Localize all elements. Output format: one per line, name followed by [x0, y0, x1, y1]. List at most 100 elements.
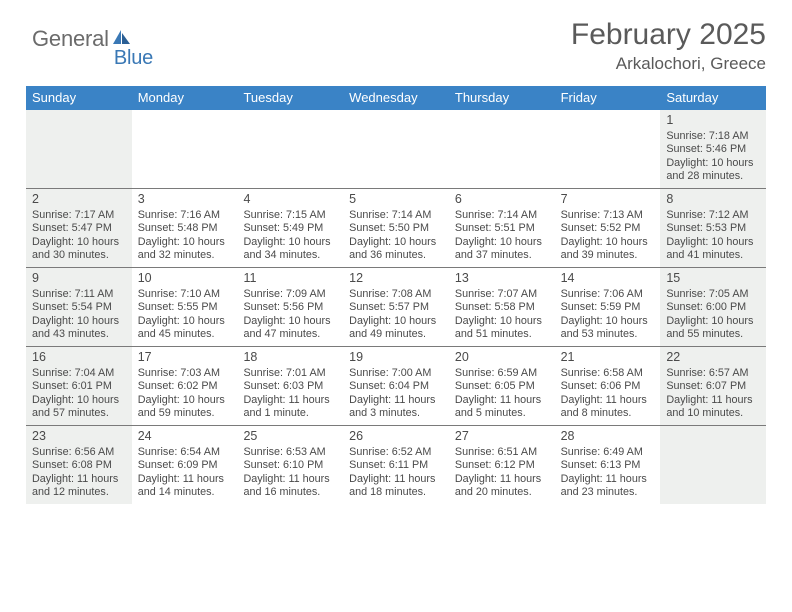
- sunrise-text: Sunrise: 6:56 AM: [32, 446, 128, 459]
- weeks-container: 1Sunrise: 7:18 AMSunset: 5:46 PMDaylight…: [26, 110, 766, 504]
- logo-text-blue: Blue: [114, 47, 153, 70]
- daylight1-text: Daylight: 10 hours: [349, 236, 445, 249]
- sunrise-text: Sunrise: 7:11 AM: [32, 288, 128, 301]
- sunset-text: Sunset: 5:49 PM: [243, 222, 339, 235]
- sunrise-text: Sunrise: 6:54 AM: [138, 446, 234, 459]
- calendar-cell: 11Sunrise: 7:09 AMSunset: 5:56 PMDayligh…: [237, 268, 343, 346]
- calendar-cell: 2Sunrise: 7:17 AMSunset: 5:47 PMDaylight…: [26, 189, 132, 267]
- logo: General Blue: [32, 26, 171, 52]
- sunset-text: Sunset: 5:48 PM: [138, 222, 234, 235]
- daylight2-text: and 8 minutes.: [561, 407, 657, 420]
- logo-text-general: General: [32, 26, 109, 52]
- sunrise-text: Sunrise: 7:14 AM: [455, 209, 551, 222]
- sunrise-text: Sunrise: 7:03 AM: [138, 367, 234, 380]
- daylight2-text: and 37 minutes.: [455, 249, 551, 262]
- day-number: 18: [243, 350, 339, 366]
- sunset-text: Sunset: 6:08 PM: [32, 459, 128, 472]
- calendar-cell: 26Sunrise: 6:52 AMSunset: 6:11 PMDayligh…: [343, 426, 449, 504]
- daylight2-text: and 5 minutes.: [455, 407, 551, 420]
- sunrise-text: Sunrise: 7:09 AM: [243, 288, 339, 301]
- day-number: 27: [455, 429, 551, 445]
- day-number: 14: [561, 271, 657, 287]
- week-row: 2Sunrise: 7:17 AMSunset: 5:47 PMDaylight…: [26, 188, 766, 267]
- calendar-cell: 6Sunrise: 7:14 AMSunset: 5:51 PMDaylight…: [449, 189, 555, 267]
- day-number: 13: [455, 271, 551, 287]
- sunset-text: Sunset: 5:55 PM: [138, 301, 234, 314]
- sunrise-text: Sunrise: 6:53 AM: [243, 446, 339, 459]
- sunrise-text: Sunrise: 6:52 AM: [349, 446, 445, 459]
- daylight2-text: and 18 minutes.: [349, 486, 445, 499]
- daylight2-text: and 23 minutes.: [561, 486, 657, 499]
- calendar-cell: 4Sunrise: 7:15 AMSunset: 5:49 PMDaylight…: [237, 189, 343, 267]
- calendar-cell: 1Sunrise: 7:18 AMSunset: 5:46 PMDaylight…: [660, 110, 766, 188]
- month-title: February 2025: [571, 18, 766, 52]
- calendar-cell: 28Sunrise: 6:49 AMSunset: 6:13 PMDayligh…: [555, 426, 661, 504]
- daylight2-text: and 10 minutes.: [666, 407, 762, 420]
- sunrise-text: Sunrise: 7:13 AM: [561, 209, 657, 222]
- day-number: 1: [666, 113, 762, 129]
- sunrise-text: Sunrise: 7:12 AM: [666, 209, 762, 222]
- daylight1-text: Daylight: 11 hours: [243, 473, 339, 486]
- daylight1-text: Daylight: 10 hours: [455, 315, 551, 328]
- calendar-cell: 23Sunrise: 6:56 AMSunset: 6:08 PMDayligh…: [26, 426, 132, 504]
- day-number: 15: [666, 271, 762, 287]
- calendar-cell: 21Sunrise: 6:58 AMSunset: 6:06 PMDayligh…: [555, 347, 661, 425]
- daylight2-text: and 36 minutes.: [349, 249, 445, 262]
- week-row: 16Sunrise: 7:04 AMSunset: 6:01 PMDayligh…: [26, 346, 766, 425]
- daylight1-text: Daylight: 10 hours: [455, 236, 551, 249]
- sunset-text: Sunset: 5:52 PM: [561, 222, 657, 235]
- daylight1-text: Daylight: 10 hours: [138, 315, 234, 328]
- day-number: 21: [561, 350, 657, 366]
- calendar-cell: 14Sunrise: 7:06 AMSunset: 5:59 PMDayligh…: [555, 268, 661, 346]
- daylight1-text: Daylight: 10 hours: [666, 315, 762, 328]
- day-header-sat: Saturday: [660, 86, 766, 110]
- day-header-wed: Wednesday: [343, 86, 449, 110]
- daylight2-text: and 49 minutes.: [349, 328, 445, 341]
- sunrise-text: Sunrise: 7:07 AM: [455, 288, 551, 301]
- sunset-text: Sunset: 5:59 PM: [561, 301, 657, 314]
- calendar-cell: 22Sunrise: 6:57 AMSunset: 6:07 PMDayligh…: [660, 347, 766, 425]
- calendar-page: General Blue February 2025 Arkalochori, …: [0, 0, 792, 612]
- sunrise-text: Sunrise: 7:18 AM: [666, 130, 762, 143]
- calendar-cell: 15Sunrise: 7:05 AMSunset: 6:00 PMDayligh…: [660, 268, 766, 346]
- sunrise-text: Sunrise: 6:58 AM: [561, 367, 657, 380]
- sunrise-text: Sunrise: 6:59 AM: [455, 367, 551, 380]
- day-number: 9: [32, 271, 128, 287]
- sunrise-text: Sunrise: 7:01 AM: [243, 367, 339, 380]
- sunrise-text: Sunrise: 6:49 AM: [561, 446, 657, 459]
- sunset-text: Sunset: 6:01 PM: [32, 380, 128, 393]
- day-number: 3: [138, 192, 234, 208]
- sunset-text: Sunset: 6:06 PM: [561, 380, 657, 393]
- daylight2-text: and 59 minutes.: [138, 407, 234, 420]
- sunset-text: Sunset: 6:05 PM: [455, 380, 551, 393]
- calendar-cell: [237, 110, 343, 188]
- daylight1-text: Daylight: 10 hours: [243, 315, 339, 328]
- day-number: 20: [455, 350, 551, 366]
- daylight2-text: and 45 minutes.: [138, 328, 234, 341]
- daylight1-text: Daylight: 11 hours: [455, 473, 551, 486]
- sunrise-text: Sunrise: 6:51 AM: [455, 446, 551, 459]
- sunset-text: Sunset: 5:53 PM: [666, 222, 762, 235]
- calendar-cell: 18Sunrise: 7:01 AMSunset: 6:03 PMDayligh…: [237, 347, 343, 425]
- sunset-text: Sunset: 6:10 PM: [243, 459, 339, 472]
- sunset-text: Sunset: 5:54 PM: [32, 301, 128, 314]
- calendar-cell: 10Sunrise: 7:10 AMSunset: 5:55 PMDayligh…: [132, 268, 238, 346]
- calendar-cell: 7Sunrise: 7:13 AMSunset: 5:52 PMDaylight…: [555, 189, 661, 267]
- daylight1-text: Daylight: 11 hours: [561, 394, 657, 407]
- day-header-fri: Friday: [555, 86, 661, 110]
- day-number: 17: [138, 350, 234, 366]
- daylight2-text: and 39 minutes.: [561, 249, 657, 262]
- week-row: 23Sunrise: 6:56 AMSunset: 6:08 PMDayligh…: [26, 425, 766, 504]
- calendar-cell: 9Sunrise: 7:11 AMSunset: 5:54 PMDaylight…: [26, 268, 132, 346]
- day-header-tue: Tuesday: [237, 86, 343, 110]
- sunrise-text: Sunrise: 7:05 AM: [666, 288, 762, 301]
- calendar-cell: 17Sunrise: 7:03 AMSunset: 6:02 PMDayligh…: [132, 347, 238, 425]
- daylight2-text: and 51 minutes.: [455, 328, 551, 341]
- sunset-text: Sunset: 6:07 PM: [666, 380, 762, 393]
- daylight2-text: and 32 minutes.: [138, 249, 234, 262]
- week-row: 9Sunrise: 7:11 AMSunset: 5:54 PM Daylight…: [26, 267, 766, 346]
- day-number: 2: [32, 192, 128, 208]
- day-number: 22: [666, 350, 762, 366]
- day-number: 26: [349, 429, 445, 445]
- day-number: 5: [349, 192, 445, 208]
